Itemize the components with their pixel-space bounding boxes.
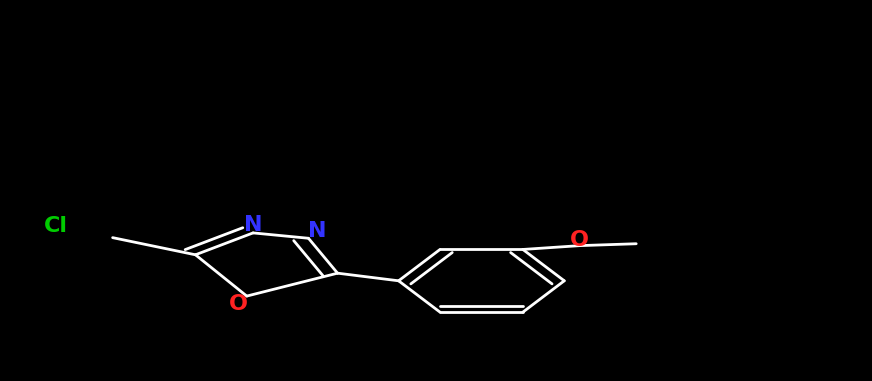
Text: O: O [228, 294, 248, 314]
Text: O: O [570, 230, 589, 250]
Text: N: N [244, 215, 262, 235]
Text: Cl: Cl [44, 216, 68, 236]
Text: N: N [308, 221, 326, 241]
